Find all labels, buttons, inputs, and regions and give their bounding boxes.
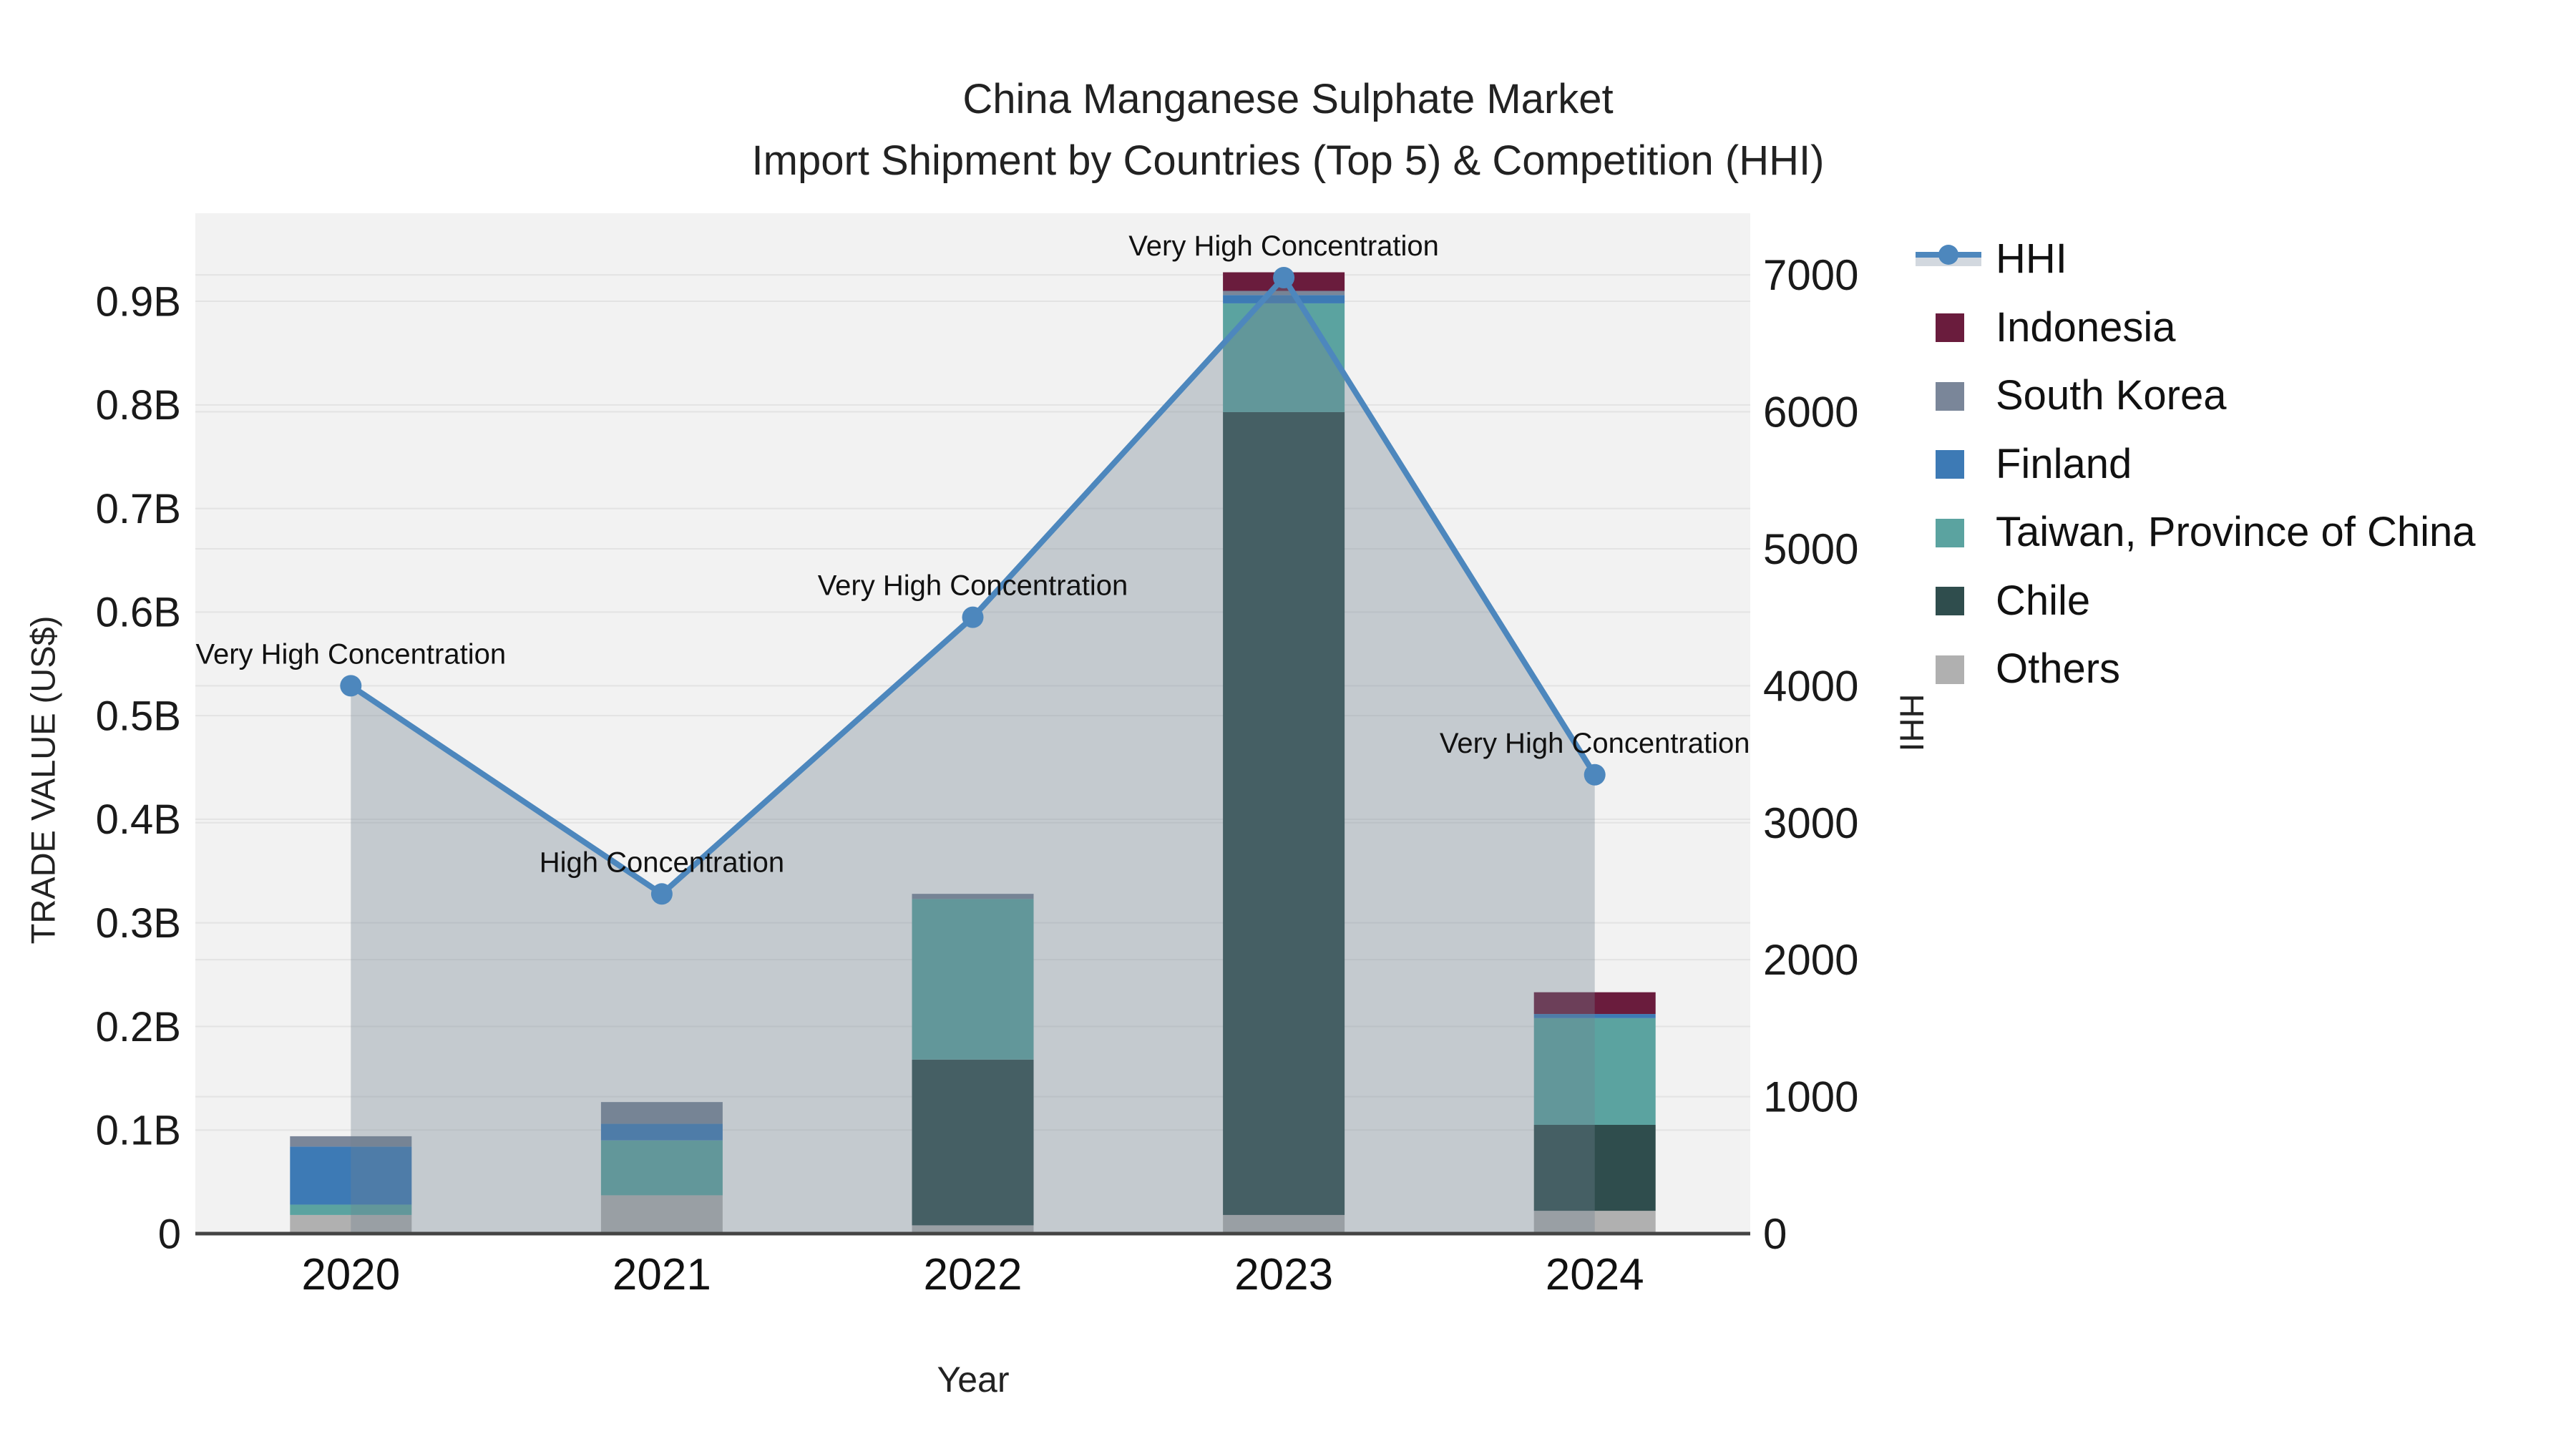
y-left-tick-label: 0.8B bbox=[96, 382, 181, 429]
legend-color-swatch-icon bbox=[1916, 585, 1987, 616]
hhi-area-fill bbox=[351, 277, 1595, 1234]
bar-segment-taiwan-province-of-china-2022[interactable] bbox=[912, 899, 1034, 1060]
annotation-2023: Very High Concentration bbox=[1128, 230, 1439, 262]
y-right-tick-label: 7000 bbox=[1763, 251, 1858, 299]
y-left-tick-label: 0.7B bbox=[96, 486, 181, 532]
hhi-marker-2022[interactable] bbox=[962, 606, 984, 628]
chart-title-line1: China Manganese Sulphate Market bbox=[962, 76, 1614, 122]
x-axis-title: Year bbox=[937, 1360, 1010, 1400]
legend-item-indonesia[interactable]: Indonesia bbox=[1916, 293, 2476, 362]
legend: HHI Indonesia South Korea Finland Taiwan, Pr… bbox=[1916, 225, 2476, 703]
chart-title: China Manganese Sulphate Market Import S… bbox=[0, 69, 2576, 192]
y-right-tick-label: 0 bbox=[1763, 1210, 1787, 1258]
bar-segment-others-2021[interactable] bbox=[600, 1195, 723, 1234]
x-tick-label-2023: 2023 bbox=[1234, 1250, 1333, 1299]
hhi-marker-swatch bbox=[1938, 244, 1958, 265]
x-tick-label-2020: 2020 bbox=[301, 1250, 400, 1299]
bar-segment-taiwan-province-of-china-2020[interactable] bbox=[290, 1204, 412, 1215]
x-tick-label-2024: 2024 bbox=[1546, 1250, 1644, 1299]
annotation-2021: High Concentration bbox=[540, 847, 784, 878]
legend-item-label: Indonesia bbox=[1996, 303, 2176, 351]
swatch-south-korea bbox=[1936, 381, 1964, 411]
annotation-2024: Very High Concentration bbox=[1440, 728, 1750, 759]
legend-item-label: Taiwan, Province of China bbox=[1996, 509, 2476, 556]
legend-item-label: Chile bbox=[1996, 577, 2091, 624]
hhi-marker-2020[interactable] bbox=[340, 675, 362, 697]
bar-segment-taiwan-province-of-china-2021[interactable] bbox=[600, 1140, 723, 1196]
y-right-tick-label: 6000 bbox=[1763, 389, 1858, 436]
hhi-marker-2023[interactable] bbox=[1273, 266, 1295, 288]
x-tick-label-2021: 2021 bbox=[613, 1250, 711, 1299]
bar-segment-others-2020[interactable] bbox=[290, 1214, 412, 1234]
chart-title-line2: Import Shipment by Countries (Top 5) & C… bbox=[751, 137, 1825, 184]
bar-segment-taiwan-province-of-china-2024[interactable] bbox=[1533, 1018, 1656, 1125]
legend-item-finland[interactable]: Finland bbox=[1916, 430, 2476, 499]
hhi-marker-2021[interactable] bbox=[650, 883, 673, 905]
legend-item-chile[interactable]: Chile bbox=[1916, 567, 2476, 635]
bar-segment-finland-2021[interactable] bbox=[600, 1123, 723, 1141]
legend-item-label: South Korea bbox=[1996, 372, 2227, 419]
y-left-tick-label: 0.3B bbox=[96, 900, 181, 947]
y-right-tick-label: 5000 bbox=[1763, 525, 1858, 573]
bar-segment-finland-2024[interactable] bbox=[1533, 1014, 1656, 1018]
bar-segment-others-2023[interactable] bbox=[1223, 1214, 1345, 1234]
legend-color-swatch-icon bbox=[1916, 311, 1987, 343]
y-right-tick-label: 3000 bbox=[1763, 799, 1858, 847]
legend-color-swatch-icon bbox=[1916, 448, 1987, 479]
bar-segment-chile-2023[interactable] bbox=[1223, 411, 1345, 1215]
bar-segment-chile-2024[interactable] bbox=[1533, 1124, 1656, 1211]
swatch-taiwan-province-of-china bbox=[1936, 518, 1964, 547]
bar-segment-chile-2022[interactable] bbox=[912, 1059, 1034, 1226]
y-left-tick-label: 0.6B bbox=[96, 590, 181, 636]
bar-segment-south-korea-2022[interactable] bbox=[912, 894, 1034, 899]
bar-segment-finland-2020[interactable] bbox=[290, 1146, 412, 1205]
legend-item-taiwan-province-of-china[interactable]: Taiwan, Province of China bbox=[1916, 498, 2476, 567]
legend-item-label: Others bbox=[1996, 645, 2121, 693]
y-left-tick-label: 0.1B bbox=[96, 1108, 181, 1154]
legend-color-swatch-icon bbox=[1916, 517, 1987, 548]
bar-segment-others-2022[interactable] bbox=[912, 1225, 1034, 1234]
y-right-tick-label: 4000 bbox=[1763, 662, 1858, 710]
legend-item-others[interactable]: Others bbox=[1916, 635, 2476, 703]
y-left-tick-label: 0.5B bbox=[96, 693, 181, 739]
bar-segment-others-2024[interactable] bbox=[1533, 1211, 1656, 1234]
x-tick-label-2022: 2022 bbox=[924, 1250, 1023, 1299]
hhi-line-legend-icon bbox=[1916, 243, 1987, 275]
y-right-tick-label: 2000 bbox=[1763, 936, 1858, 984]
y-left-tick-label: 0 bbox=[158, 1211, 181, 1257]
legend-item-hhi[interactable]: HHI bbox=[1916, 225, 2476, 293]
annotation-2022: Very High Concentration bbox=[818, 570, 1128, 602]
annotation-2020: Very High Concentration bbox=[196, 638, 507, 670]
y-left-tick-label: 0.4B bbox=[96, 796, 181, 843]
hhi-marker-2024[interactable] bbox=[1584, 763, 1606, 786]
legend-item-label: HHI bbox=[1996, 235, 2067, 283]
legend-color-swatch-icon bbox=[1916, 380, 1987, 411]
swatch-others bbox=[1936, 655, 1964, 684]
bar-segment-south-korea-2023[interactable] bbox=[1223, 291, 1345, 296]
swatch-finland bbox=[1936, 450, 1964, 479]
y-right-tick-label: 1000 bbox=[1763, 1073, 1858, 1121]
bar-segment-south-korea-2021[interactable] bbox=[600, 1102, 723, 1124]
y-left-tick-label: 0.9B bbox=[96, 278, 181, 325]
legend-item-label: Finland bbox=[1996, 440, 2132, 487]
swatch-chile bbox=[1936, 587, 1964, 616]
y-left-tick-label: 0.2B bbox=[96, 1004, 181, 1050]
bar-segment-indonesia-2024[interactable] bbox=[1533, 992, 1656, 1015]
y-left-axis-title: TRADE VALUE (US$) bbox=[24, 615, 62, 945]
bar-segment-finland-2023[interactable] bbox=[1223, 295, 1345, 303]
legend-item-south-korea[interactable]: South Korea bbox=[1916, 361, 2476, 430]
bar-segment-south-korea-2020[interactable] bbox=[290, 1136, 412, 1147]
swatch-indonesia bbox=[1936, 313, 1964, 343]
legend-color-swatch-icon bbox=[1916, 653, 1987, 685]
